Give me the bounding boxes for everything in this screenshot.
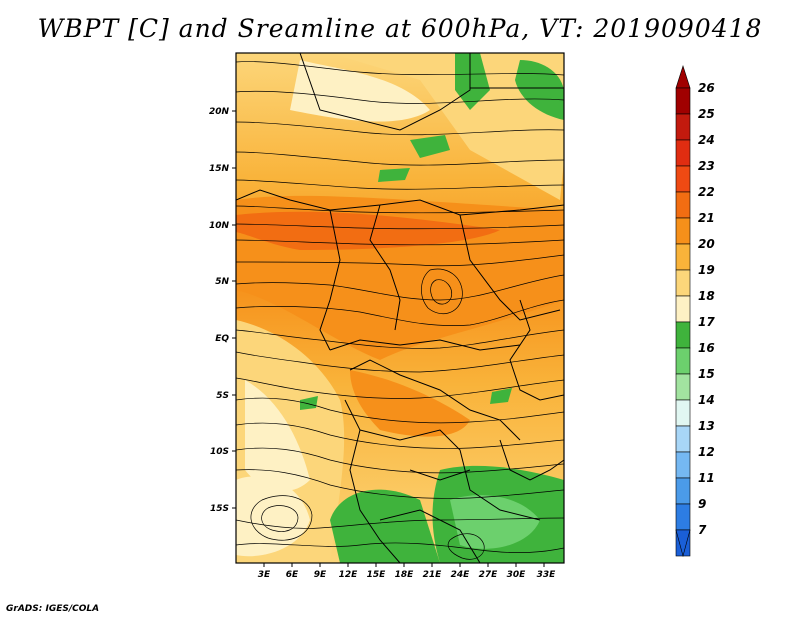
lat-labels: 20N 15N 10N 5N EQ 5S 10S 15S	[209, 107, 230, 514]
lon-label: 12E	[339, 570, 359, 580]
lon-label: 9E	[314, 570, 327, 580]
colorbar-swatch	[675, 165, 691, 193]
lon-label: 33E	[537, 570, 557, 580]
colorbar-swatch	[675, 451, 691, 479]
colorbar-swatch	[675, 113, 691, 141]
colorbar-swatch	[675, 139, 691, 167]
grads-credit: GrADS: IGES/COLA	[6, 604, 100, 614]
lon-label: 30E	[507, 570, 527, 580]
lon-label: 3E	[258, 570, 271, 580]
colorbar-label: 20	[698, 237, 715, 251]
colorbar-swatch	[675, 217, 691, 245]
lon-label: 21E	[423, 570, 443, 580]
colorbar-swatch	[675, 477, 691, 505]
lon-label: 18E	[395, 570, 415, 580]
colorbar-label: 16	[698, 341, 715, 355]
colorbar-label: 12	[698, 445, 715, 459]
colorbar-label: 19	[698, 263, 715, 277]
lat-label: 5S	[216, 391, 229, 401]
lat-label: EQ	[215, 334, 229, 344]
map-plot-area	[236, 53, 564, 563]
lat-label: 5N	[215, 277, 229, 287]
colorbar-bottom-arrow	[675, 529, 691, 558]
colorbar-label: 13	[698, 419, 715, 433]
colorbar-label: 24	[698, 133, 715, 147]
lon-label: 15E	[367, 570, 387, 580]
colorbar-swatch	[675, 425, 691, 453]
lat-label: 20N	[209, 107, 230, 117]
lon-labels: 3E 6E 9E 12E 15E 18E 21E 24E 27E 30E 33E	[258, 570, 556, 580]
colorbar-label: 7	[698, 523, 707, 537]
lon-ticks	[263, 563, 545, 567]
map-title: WBPT [C] and Sreamline at 600hPa, VT: 20…	[37, 14, 763, 43]
wbpt-shading	[236, 53, 564, 563]
colorbar-swatch	[675, 243, 691, 271]
colorbar-label: 14	[698, 393, 715, 407]
colorbar-swatch	[675, 347, 691, 375]
colorbar-swatch	[675, 87, 691, 115]
colorbar-swatch	[675, 399, 691, 427]
colorbar: 26 25 24 23 22 21 20 19 18 17 16 15 14 13 12 11 9 7	[675, 65, 715, 558]
colorbar-label: 23	[698, 159, 715, 173]
colorbar-top-arrow	[675, 65, 691, 89]
colorbar-label: 26	[698, 81, 715, 95]
colorbar-label: 15	[698, 367, 715, 381]
colorbar-swatch	[675, 191, 691, 219]
lat-label: 15S	[210, 504, 229, 514]
lon-label: 24E	[451, 570, 471, 580]
colorbar-label: 11	[698, 471, 715, 485]
lon-label: 27E	[479, 570, 499, 580]
streamlines	[236, 61, 564, 560]
plot-frame	[235, 52, 565, 564]
colorbar-label: 9	[698, 497, 706, 511]
colorbar-label: 18	[698, 289, 715, 303]
lat-label: 10S	[210, 447, 229, 457]
lat-label: 10N	[209, 221, 230, 231]
lat-ticks	[232, 110, 236, 509]
lat-label: 15N	[209, 164, 230, 174]
colorbar-label: 17	[698, 315, 715, 329]
colorbar-swatch	[675, 269, 691, 297]
colorbar-label: 21	[698, 211, 715, 225]
colorbar-swatch	[675, 503, 691, 531]
colorbar-swatch	[675, 321, 691, 349]
colorbar-label: 22	[698, 185, 715, 199]
lon-label: 6E	[286, 570, 299, 580]
colorbar-swatch	[675, 373, 691, 401]
colorbar-label: 25	[698, 107, 715, 121]
colorbar-swatch	[675, 295, 691, 323]
